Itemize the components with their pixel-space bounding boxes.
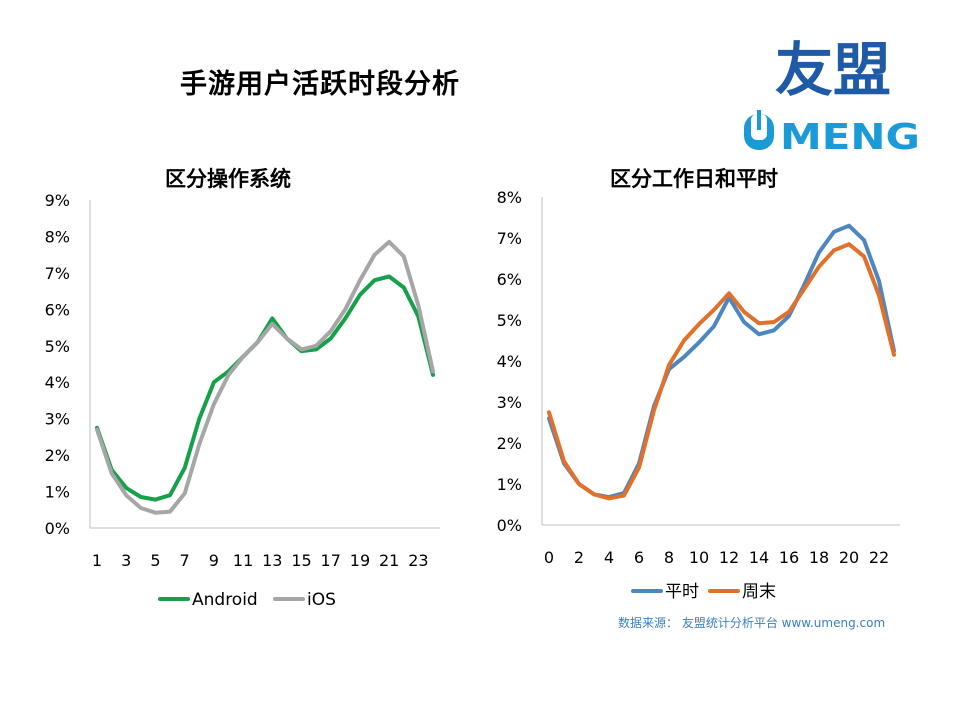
logo-en-text: MENG (780, 117, 920, 158)
series-line-1 (95, 239, 435, 515)
legend-label-0: Android (192, 590, 258, 610)
x-tick-label: 18 (809, 548, 829, 567)
y-tick-label: 4% (497, 352, 522, 371)
legend-label-1: iOS (307, 590, 336, 610)
x-tick-label: 12 (719, 548, 739, 567)
data-source: 数据来源： 友盟统计分析平台 www.umeng.com (618, 616, 886, 630)
y-tick-label: 1% (497, 475, 522, 494)
x-tick-label: 0 (544, 548, 554, 567)
x-tick-label: 13 (262, 551, 282, 570)
y-tick-label: 3% (45, 410, 70, 429)
x-tick-label: 21 (379, 551, 399, 570)
x-tick-label: 11 (233, 551, 253, 570)
y-tick-label: 8% (497, 188, 522, 207)
series-line-1 (547, 242, 896, 501)
x-tick-label: 14 (749, 548, 769, 567)
x-tick-label: 19 (350, 551, 370, 570)
right-chart-title: 区分工作日和平时 (610, 167, 778, 191)
x-tick-label: 3 (121, 551, 131, 570)
x-tick-label: 6 (634, 548, 644, 567)
legend-label-0: 平时 (665, 582, 699, 602)
y-tick-label: 7% (45, 264, 70, 283)
y-tick-label: 1% (45, 483, 70, 502)
x-tick-label: 2 (574, 548, 584, 567)
logo-u-mark (744, 110, 774, 150)
y-tick-label: 3% (497, 393, 522, 412)
series-line-0 (547, 223, 896, 500)
x-tick-label: 9 (209, 551, 219, 570)
y-tick-label: 0% (45, 519, 70, 538)
x-tick-label: 15 (291, 551, 311, 570)
left-chart-title: 区分操作系统 (165, 167, 291, 191)
y-tick-label: 6% (45, 300, 70, 319)
y-tick-label: 2% (497, 434, 522, 453)
x-tick-label: 22 (869, 548, 889, 567)
y-tick-label: 7% (497, 229, 522, 248)
y-tick-label: 5% (497, 311, 522, 330)
os-activity-chart: 0%1%2%3%4%5%6%7%8%9%1 3 5 7 9 11 13 15 17 19 21 23A… (45, 191, 440, 610)
x-tick-label: 1 (92, 551, 102, 570)
y-tick-label: 8% (45, 227, 70, 246)
x-tick-label: 5 (150, 551, 160, 570)
page-title: 手游用户活跃时段分析 (180, 69, 460, 100)
x-tick-label: 4 (604, 548, 614, 567)
weekday-activity-chart: 0% 1% 2% 3% 4% 5% 6% 7% 8% 0 2 4 6 8 10 12 14 16 18 20 22 平时 周… (497, 188, 900, 602)
y-tick-label: 4% (45, 373, 70, 392)
x-tick-label: 10 (689, 548, 709, 567)
y-tick-label: 5% (45, 337, 70, 356)
legend-label-1: 周末 (742, 582, 776, 602)
x-tick-label: 8 (664, 548, 674, 567)
series-line-0 (95, 274, 435, 502)
y-tick-label: 6% (497, 270, 522, 289)
x-tick-label: 17 (321, 551, 341, 570)
umeng-logo: 友盟 MENG (744, 36, 920, 158)
x-tick-label: 16 (779, 548, 799, 567)
y-tick-label: 2% (45, 446, 70, 465)
x-tick-label: 7 (180, 551, 190, 570)
logo-cn-text: 友盟 (775, 36, 891, 104)
x-tick-label: 20 (839, 548, 859, 567)
y-tick-label: 0% (497, 516, 522, 535)
x-tick-label: 23 (408, 551, 428, 570)
y-tick-label: 9% (45, 191, 70, 210)
